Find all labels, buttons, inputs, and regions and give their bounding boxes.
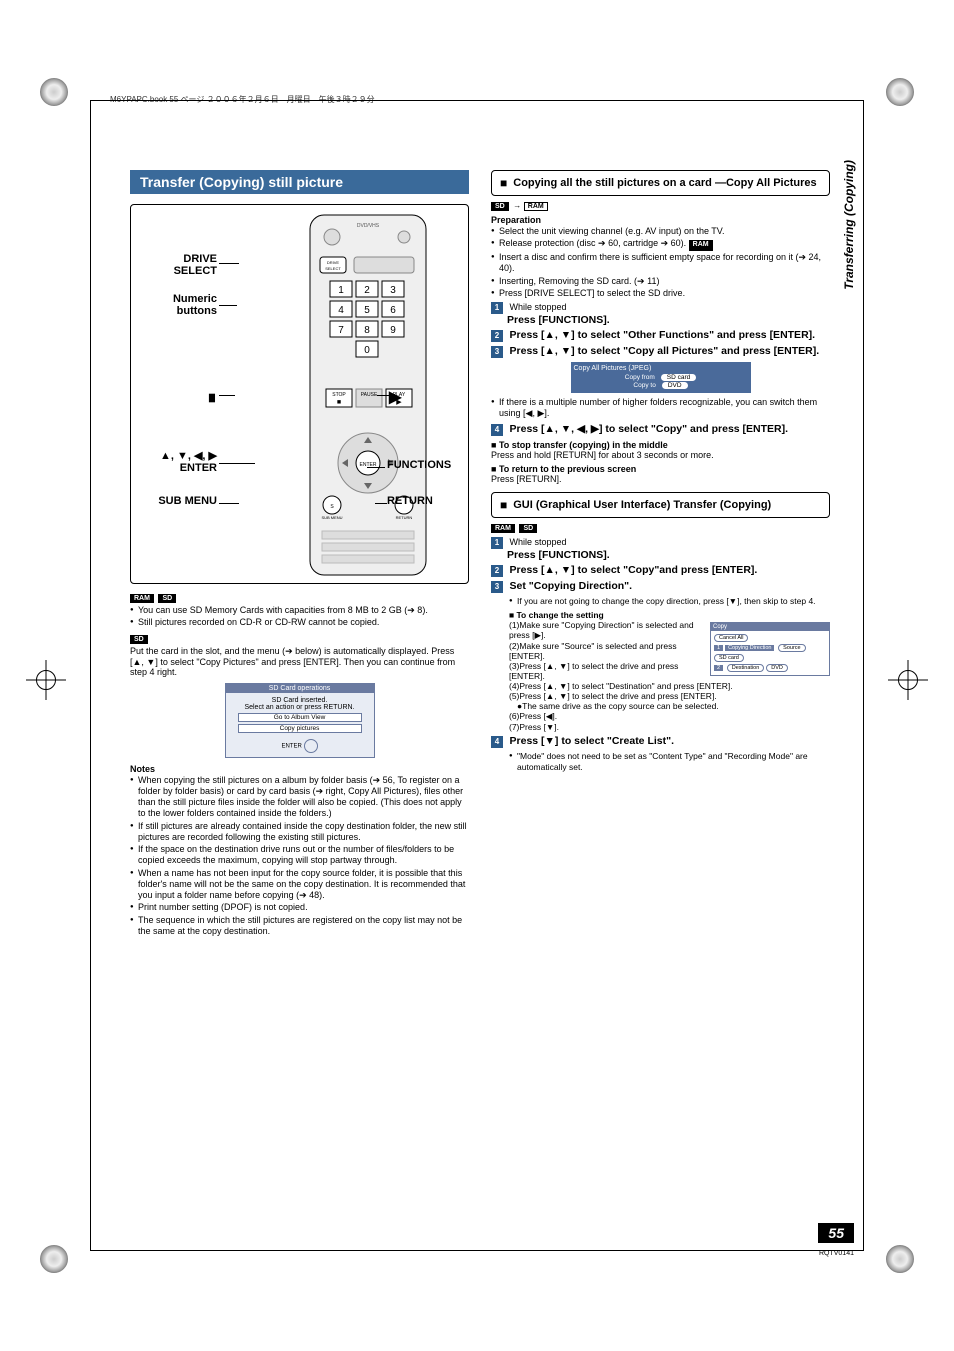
registration-mark-tl — [40, 78, 68, 106]
change-setting-hd: To change the setting — [509, 610, 830, 620]
gui-section: ■ GUI (Graphical User Interface) Transfe… — [491, 492, 830, 518]
copyall-step2: 2 Press [▲, ▼] to select "Other Function… — [491, 329, 830, 342]
remote-diagram: DVD/VHS DRIVE SELECT 1 2 3 4 5 6 7 — [130, 204, 469, 584]
svg-text:PAUSE: PAUSE — [361, 392, 378, 398]
registration-cross-right — [888, 660, 928, 700]
svg-text:SUB MENU: SUB MENU — [321, 515, 342, 520]
square-bullet-icon: ■ — [500, 499, 507, 511]
side-tab: Transferring (Copying) — [842, 160, 856, 290]
tag-sd2: SD — [130, 635, 148, 644]
square-bullet-icon: ■ — [500, 177, 507, 189]
menu-btn1: Go to Album View — [238, 713, 362, 722]
label-stop: ∎ — [139, 387, 217, 407]
svg-text:7: 7 — [338, 325, 344, 336]
section-title: Transfer (Copying) still picture — [130, 170, 469, 194]
copyall-step4: 4 Press [▲, ▼, ◀, ▶] to select "Copy" an… — [491, 423, 830, 436]
content-area: Transfer (Copying) still picture DVD/VHS… — [130, 170, 830, 938]
svg-text:3: 3 — [390, 285, 396, 296]
label-return: RETURN — [387, 495, 457, 507]
svg-text:SELECT: SELECT — [325, 266, 341, 271]
label-numeric: Numeric buttons — [139, 293, 217, 317]
label-arrows-enter: ▲, ▼, ◀, ▶ ENTER — [139, 449, 217, 474]
stop-transfer-hd: To stop transfer (copying) in the middle — [491, 440, 830, 450]
footer-code: RQTV0141 — [819, 1250, 854, 1257]
left-column: Transfer (Copying) still picture DVD/VHS… — [130, 170, 469, 938]
svg-text:1: 1 — [338, 285, 344, 296]
copy-all-blue-menu: Copy All Pictures (JPEG) Copy fromSD car… — [571, 362, 751, 393]
registration-mark-tr — [886, 78, 914, 106]
gui-step3: 3 Set "Copying Direction". — [491, 580, 830, 593]
gui-step4: 4 Press [▼] to select "Create List". — [491, 735, 830, 748]
svg-text:5: 5 — [364, 305, 370, 316]
right-column: ■ Copying all the still pictures on a ca… — [491, 170, 830, 938]
svg-text:4: 4 — [338, 305, 344, 316]
sd-menu-box: SD Card operations SD Card inserted. Sel… — [225, 683, 375, 758]
copy-all-title: Copying all the still pictures on a card… — [513, 177, 816, 189]
svg-text:STOP: STOP — [332, 392, 346, 398]
svg-text:0: 0 — [364, 345, 370, 356]
svg-text:DVD/VHS: DVD/VHS — [357, 223, 380, 229]
return-prev-hd: To return to the previous screen — [491, 464, 830, 474]
svg-text:■: ■ — [337, 399, 341, 406]
label-functions: FUNCTIONS — [387, 459, 457, 471]
tag-ram: RAM — [130, 594, 154, 603]
gui-step1: 1 While stopped Press [FUNCTIONS]. — [491, 537, 830, 561]
left-intro: RAM SD You can use SD Memory Cards with … — [130, 592, 469, 677]
label-play: ▶ — [389, 387, 429, 407]
intro-b2: Still pictures recorded on CD-R or CD-RW… — [130, 617, 469, 628]
copyall-step1: 1 While stopped Press [FUNCTIONS]. — [491, 302, 830, 326]
label-submenu: SUB MENU — [139, 495, 217, 507]
svg-text:6: 6 — [390, 305, 396, 316]
svg-text:DRIVE: DRIVE — [327, 260, 340, 265]
svg-text:RETURN: RETURN — [396, 515, 413, 520]
notes-heading: Notes — [130, 764, 469, 774]
sd-text: Put the card in the slot, and the menu (… — [130, 646, 469, 677]
registration-mark-bl — [40, 1245, 68, 1273]
notes-list: When copying the still pictures on a alb… — [130, 775, 469, 938]
svg-text:9: 9 — [390, 325, 396, 336]
registration-cross-left — [26, 660, 66, 700]
gui-step2: 2 Press [▲, ▼] to select "Copy"and press… — [491, 564, 830, 577]
preparation-hd: Preparation — [491, 215, 830, 225]
tag-sd: SD — [158, 594, 176, 603]
gui-mini-menu: Copy Cancel All 1Copying Direction Sourc… — [710, 622, 830, 676]
copyall-step3: 3 Press [▲, ▼] to select "Copy all Pictu… — [491, 345, 830, 358]
prep-list: Select the unit viewing channel (e.g. AV… — [491, 226, 830, 299]
svg-text:8: 8 — [364, 325, 370, 336]
after-menu-note: If there is a multiple number of higher … — [491, 397, 830, 420]
copy-all-section: ■ Copying all the still pictures on a ca… — [491, 170, 830, 196]
registration-mark-br — [886, 1245, 914, 1273]
menu-btn2: Copy pictures — [238, 724, 362, 733]
label-drive-select: DRIVE SELECT — [139, 253, 217, 277]
gui-title: GUI (Graphical User Interface) Transfer … — [513, 499, 771, 511]
page-number: 55 — [818, 1223, 854, 1243]
menu-title: SD Card operations — [226, 684, 374, 693]
intro-b1: You can use SD Memory Cards with capacit… — [130, 605, 469, 616]
svg-text:2: 2 — [364, 285, 370, 296]
